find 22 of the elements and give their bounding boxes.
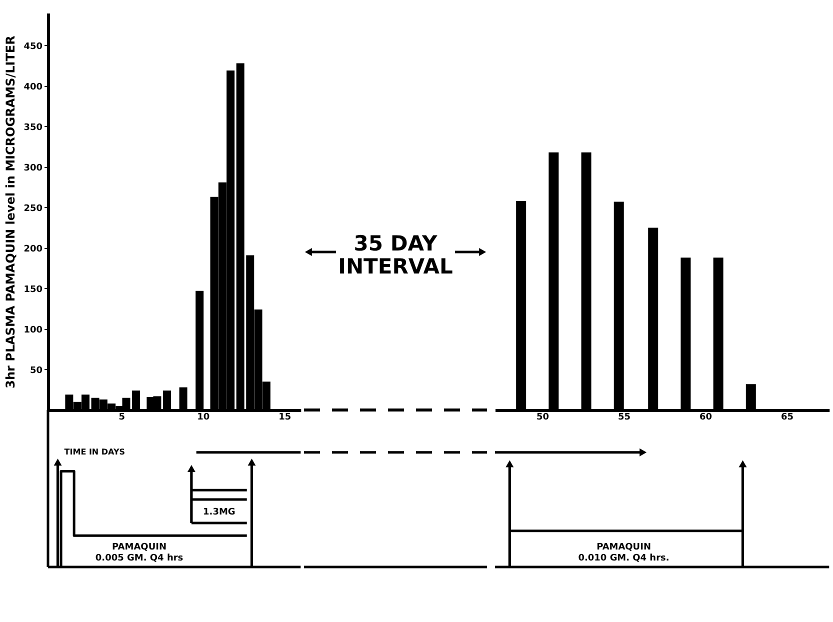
text: 1.3MG: [203, 507, 236, 518]
y-tick-label: 450: [24, 42, 42, 52]
y-tick-label: 250: [24, 204, 42, 214]
x-axis-title: TIME IN DAYS: [64, 447, 126, 456]
text: 35 DAY INTERVAL: [338, 232, 453, 279]
y-tick-label: 300: [24, 163, 42, 174]
x-tick-label: 10: [197, 412, 210, 422]
x-tick-label: 50: [536, 412, 550, 422]
text: PAMAQUIN 0.005 GM. Q4 hrs: [95, 542, 184, 564]
x-tick-label: 5: [118, 412, 125, 422]
x-tick-label: 60: [700, 412, 712, 422]
y-tick-label: 200: [24, 244, 42, 254]
y-tick-label: 150: [24, 284, 42, 295]
y-tick-label: 50: [30, 366, 42, 376]
y-tick-label: 100: [24, 325, 42, 336]
y-tick-label: 400: [24, 82, 42, 92]
text: PAMAQUIN 0.010 GM. Q4 hrs.: [578, 542, 670, 564]
x-tick-label: 15: [278, 412, 292, 422]
y-axis-title: 3hr PLASMA PAMAQUIN level in MICROGRAMS/LITER: [4, 36, 18, 388]
x-tick-label: 65: [781, 412, 794, 422]
x-tick-label: 55: [618, 412, 631, 422]
y-tick-label: 350: [24, 122, 42, 133]
